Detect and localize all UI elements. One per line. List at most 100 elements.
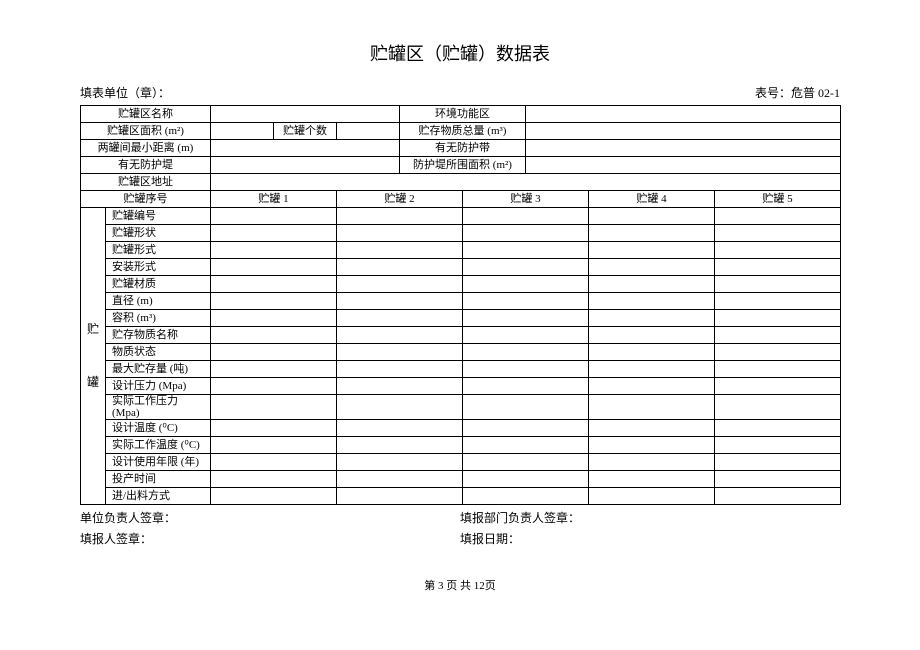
detail-cell <box>589 454 715 471</box>
detail-row: 实际工作压力 (Mpa) <box>81 395 841 420</box>
detail-cell <box>463 293 589 310</box>
tank-header-row: 贮罐序号 贮罐 1 贮罐 2 贮罐 3 贮罐 4 贮罐 5 <box>81 191 841 208</box>
detail-cell <box>211 378 337 395</box>
detail-label: 进/出料方式 <box>106 488 211 505</box>
detail-cell <box>589 293 715 310</box>
detail-cell <box>211 361 337 378</box>
detail-label: 容积 (m³) <box>106 310 211 327</box>
detail-cell <box>463 471 589 488</box>
detail-cell <box>463 488 589 505</box>
detail-cell <box>589 361 715 378</box>
value-count <box>337 123 400 140</box>
detail-row: 贮罐材质 <box>81 276 841 293</box>
footer-line-2: 填报人签章： 填报日期： <box>80 530 840 547</box>
tank-col-3: 贮罐 3 <box>463 191 589 208</box>
value-area-name <box>211 106 400 123</box>
detail-cell <box>715 344 841 361</box>
detail-row: 物质状态 <box>81 344 841 361</box>
label-address: 贮罐区地址 <box>81 174 211 191</box>
detail-cell <box>211 344 337 361</box>
detail-cell <box>463 259 589 276</box>
detail-cell <box>715 259 841 276</box>
detail-row: 设计温度 (⁰C) <box>81 420 841 437</box>
detail-label: 实际工作温度 (⁰C) <box>106 437 211 454</box>
tank-col-5: 贮罐 5 <box>715 191 841 208</box>
detail-cell <box>337 395 463 420</box>
detail-cell <box>715 471 841 488</box>
detail-cell <box>337 471 463 488</box>
detail-cell <box>211 276 337 293</box>
detail-row: 贮罐形式 <box>81 242 841 259</box>
tank-col-2: 贮罐 2 <box>337 191 463 208</box>
detail-label: 贮罐编号 <box>106 208 211 225</box>
detail-cell <box>211 327 337 344</box>
label-dike: 有无防护堤 <box>81 157 211 174</box>
data-table: 贮罐区名称 环境功能区 贮罐区面积 (m²) 贮罐个数 贮存物质总量 (m³) … <box>80 105 841 505</box>
detail-cell <box>211 454 337 471</box>
unit-leader-sign: 单位负责人签章： <box>80 509 460 526</box>
form-number-label: 表号：危普 02-1 <box>755 84 840 101</box>
detail-cell <box>715 225 841 242</box>
page-title: 贮罐区（贮罐）数据表 <box>80 40 840 66</box>
detail-cell <box>337 242 463 259</box>
detail-row: 安装形式 <box>81 259 841 276</box>
detail-row: 容积 (m³) <box>81 310 841 327</box>
detail-cell <box>337 208 463 225</box>
report-date: 填报日期： <box>460 530 520 547</box>
detail-cell <box>463 378 589 395</box>
detail-cell <box>211 293 337 310</box>
detail-cell <box>337 225 463 242</box>
label-dike-area: 防护堤所围面积 (m²) <box>400 157 526 174</box>
detail-cell <box>589 327 715 344</box>
value-area <box>211 123 274 140</box>
detail-cell <box>211 395 337 420</box>
detail-row: 贮罐形状 <box>81 225 841 242</box>
detail-cell <box>337 488 463 505</box>
label-total: 贮存物质总量 (m³) <box>400 123 526 140</box>
detail-cell <box>463 310 589 327</box>
detail-cell <box>337 259 463 276</box>
detail-cell <box>715 378 841 395</box>
footer-line-1: 单位负责人签章： 填报部门负责人签章： <box>80 509 840 526</box>
dept-leader-sign: 填报部门负责人签章： <box>460 509 580 526</box>
label-env-zone: 环境功能区 <box>400 106 526 123</box>
detail-cell <box>463 395 589 420</box>
detail-cell <box>589 208 715 225</box>
detail-cell <box>715 208 841 225</box>
detail-cell <box>463 225 589 242</box>
detail-cell <box>337 420 463 437</box>
detail-cell <box>211 437 337 454</box>
detail-cell <box>589 344 715 361</box>
detail-label: 安装形式 <box>106 259 211 276</box>
top-row-1: 贮罐区名称 环境功能区 <box>81 106 841 123</box>
detail-cell <box>715 437 841 454</box>
detail-label: 投产时间 <box>106 471 211 488</box>
detail-cell <box>463 454 589 471</box>
label-area-name: 贮罐区名称 <box>81 106 211 123</box>
top-row-3: 两罐间最小距离 (m) 有无防护带 <box>81 140 841 157</box>
detail-label: 物质状态 <box>106 344 211 361</box>
detail-cell <box>463 327 589 344</box>
detail-row: 投产时间 <box>81 471 841 488</box>
detail-label: 设计温度 (⁰C) <box>106 420 211 437</box>
detail-cell <box>715 293 841 310</box>
detail-cell <box>337 276 463 293</box>
detail-cell <box>211 471 337 488</box>
value-total <box>526 123 841 140</box>
detail-row: 进/出料方式 <box>81 488 841 505</box>
label-area: 贮罐区面积 (m²) <box>81 123 211 140</box>
detail-label: 实际工作压力 (Mpa) <box>106 395 211 420</box>
detail-cell <box>589 259 715 276</box>
detail-cell <box>589 420 715 437</box>
detail-row: 设计使用年限 (年) <box>81 454 841 471</box>
detail-cell <box>211 225 337 242</box>
detail-cell <box>211 310 337 327</box>
detail-cell <box>589 225 715 242</box>
detail-cell <box>337 310 463 327</box>
detail-cell <box>211 488 337 505</box>
detail-cell <box>715 276 841 293</box>
label-tank-seq: 贮罐序号 <box>81 191 211 208</box>
detail-row: 实际工作温度 (⁰C) <box>81 437 841 454</box>
page-number: 第 3 页 共 12页 <box>80 577 840 593</box>
detail-row: 设计压力 (Mpa) <box>81 378 841 395</box>
